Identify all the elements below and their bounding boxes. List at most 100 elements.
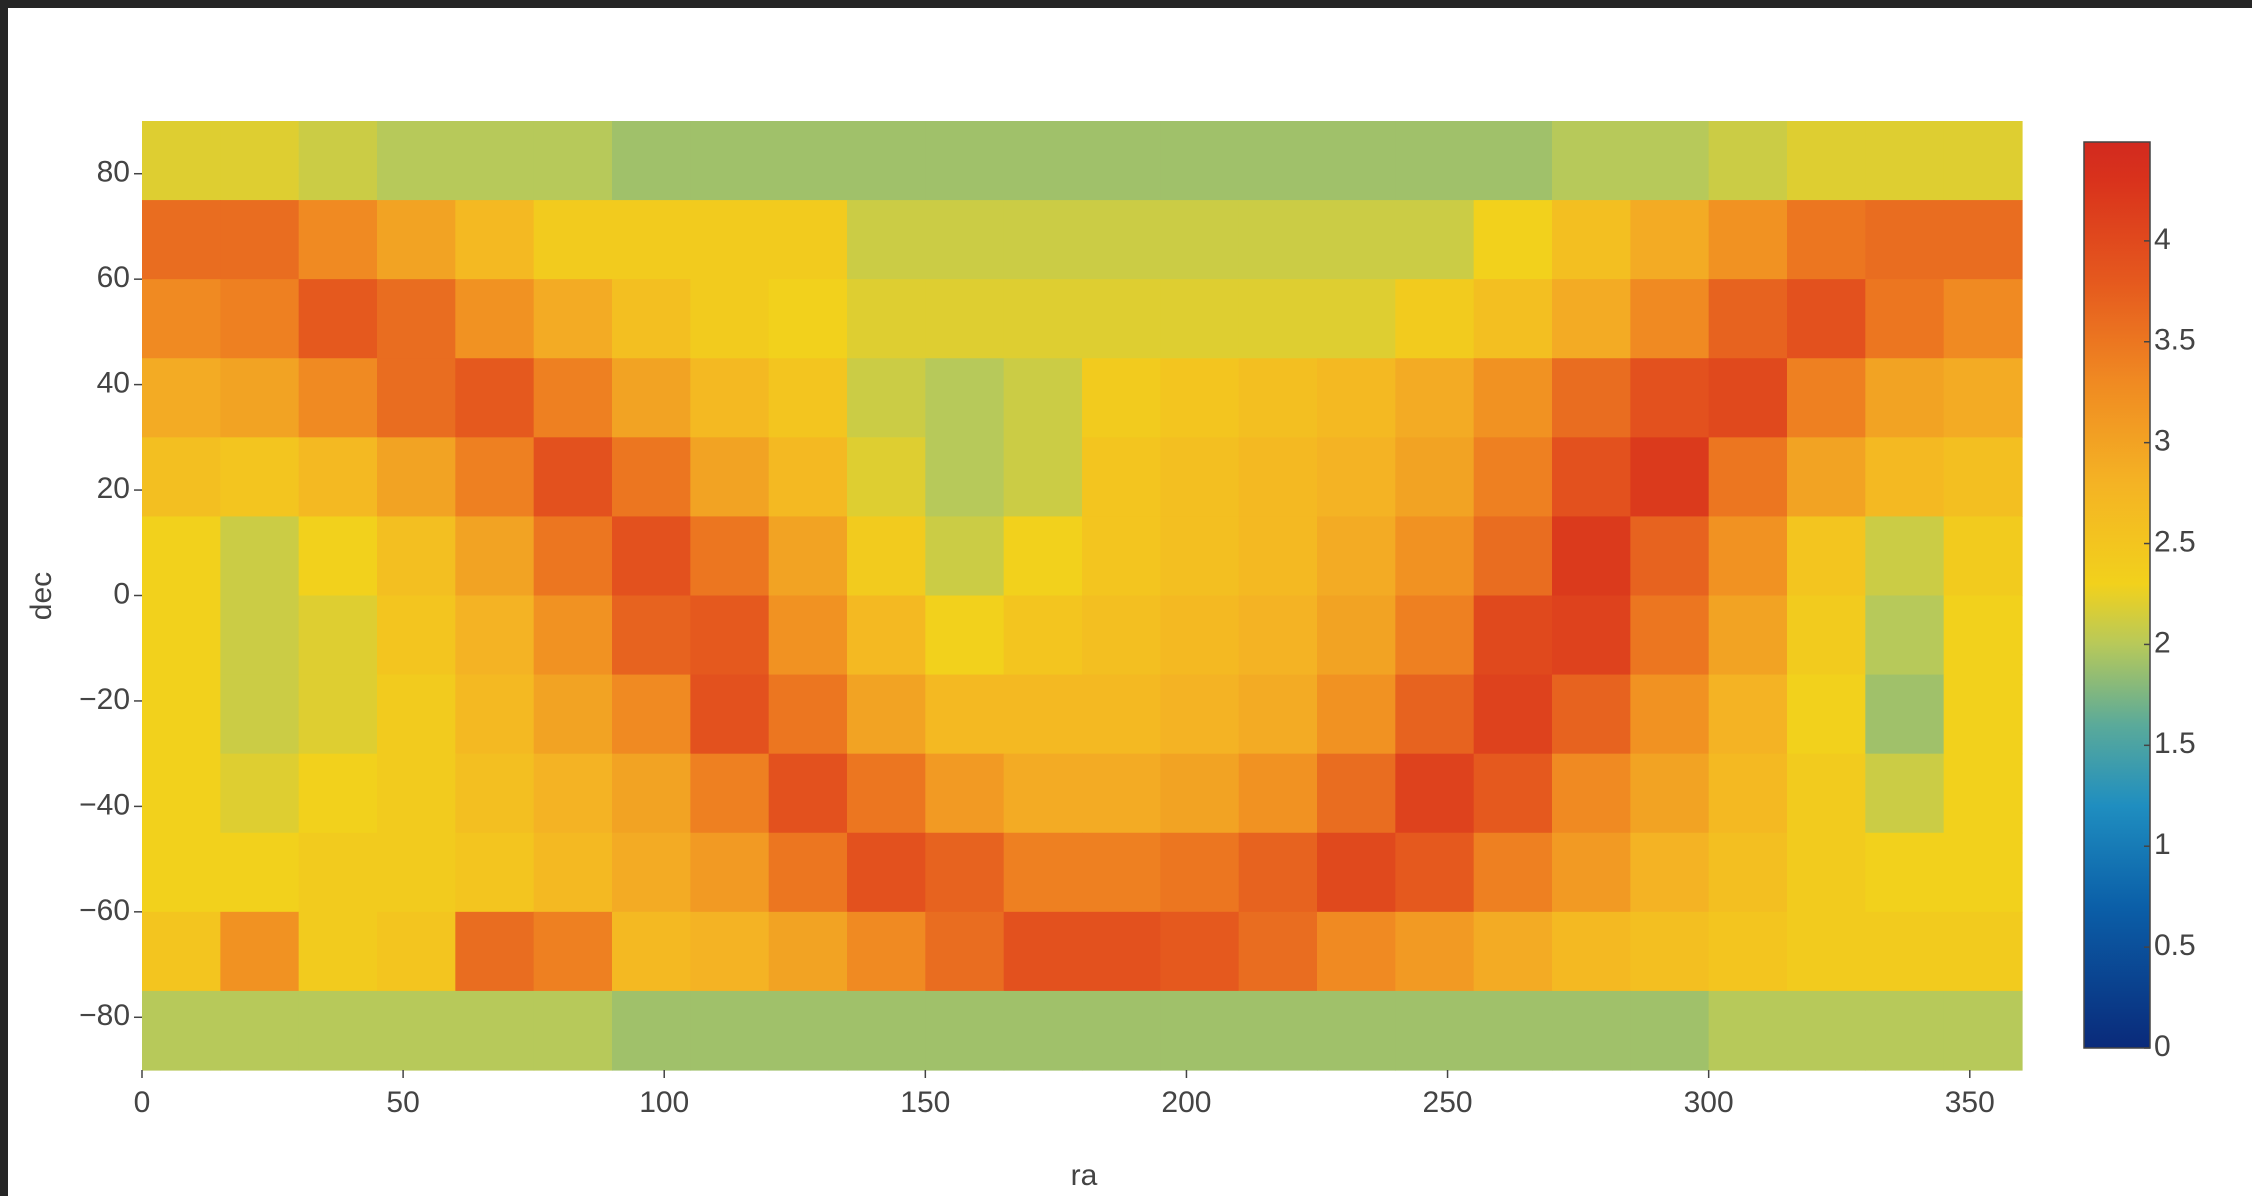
heat-cell	[847, 675, 926, 755]
heat-cell	[925, 516, 1004, 596]
heat-cell	[220, 675, 299, 755]
heat-cell	[612, 200, 691, 280]
heat-cell	[1082, 675, 1161, 755]
heat-cell	[220, 437, 299, 517]
heat-cell	[1630, 675, 1709, 755]
colorbar-tick-label: 3	[2154, 425, 2171, 458]
heat-cell	[377, 596, 456, 676]
heat-cell	[1160, 912, 1239, 992]
y-tick-label: −20	[79, 683, 130, 716]
colorbar-tick-label: 1.5	[2154, 727, 2196, 760]
heat-cell	[925, 121, 1004, 201]
heat-cell	[1082, 754, 1161, 834]
heat-cell	[534, 279, 613, 359]
heat-cell	[534, 833, 613, 913]
heat-cell	[142, 121, 221, 201]
heat-cell	[299, 516, 378, 596]
colorbar	[2084, 142, 2150, 1048]
heat-cell	[690, 121, 769, 201]
heat-cell	[1160, 754, 1239, 834]
heat-cell	[377, 754, 456, 834]
y-tick-label: −40	[79, 788, 130, 821]
heat-cell	[847, 516, 926, 596]
heat-cell	[220, 596, 299, 676]
heat-cell	[1004, 675, 1083, 755]
heat-cell	[1787, 833, 1866, 913]
heat-cell	[299, 437, 378, 517]
x-tick-label: 50	[386, 1086, 419, 1119]
heat-cell	[1865, 121, 1944, 201]
heat-cell	[1004, 121, 1083, 201]
heat-cell	[1395, 675, 1474, 755]
heat-cell	[690, 991, 769, 1071]
heat-cell	[534, 121, 613, 201]
heat-cell	[1709, 833, 1788, 913]
heat-cell	[534, 991, 613, 1071]
heat-cell	[1239, 279, 1318, 359]
heat-cell	[1630, 279, 1709, 359]
heat-cell	[1082, 912, 1161, 992]
heat-cell	[1865, 675, 1944, 755]
heat-cell	[1552, 200, 1631, 280]
heat-cell	[1082, 991, 1161, 1071]
heat-cell	[1317, 912, 1396, 992]
colorbar-tick-label: 2	[2154, 626, 2171, 659]
heat-cell	[1552, 596, 1631, 676]
heat-cell	[142, 516, 221, 596]
heat-cell	[1317, 358, 1396, 438]
heat-cell	[377, 516, 456, 596]
heat-cell	[1317, 833, 1396, 913]
heat-cell	[1944, 516, 2023, 596]
heat-cell	[1317, 121, 1396, 201]
heat-cell	[612, 991, 691, 1071]
heat-cell	[769, 991, 848, 1071]
heat-cell	[769, 200, 848, 280]
heat-cell	[455, 516, 534, 596]
heat-cell	[455, 121, 534, 201]
heat-cell	[1317, 675, 1396, 755]
heat-cell	[220, 121, 299, 201]
heat-cell	[1317, 991, 1396, 1071]
x-tick-label: 100	[639, 1086, 689, 1119]
heat-cell	[769, 912, 848, 992]
heat-cell	[220, 279, 299, 359]
heat-cell	[1630, 121, 1709, 201]
heat-cell	[142, 596, 221, 676]
heat-cell	[1160, 596, 1239, 676]
heat-cell	[1474, 991, 1553, 1071]
heat-cell	[1160, 437, 1239, 517]
heat-cell	[1239, 754, 1318, 834]
heat-cell	[1082, 279, 1161, 359]
heat-cell	[925, 596, 1004, 676]
heat-cell	[299, 200, 378, 280]
heat-cell	[612, 437, 691, 517]
colorbar-tick-label: 0.5	[2154, 929, 2196, 962]
heat-cell	[612, 121, 691, 201]
heat-cell	[1082, 358, 1161, 438]
y-tick-label: −80	[79, 999, 130, 1032]
heat-cell	[1160, 279, 1239, 359]
colorbar-tick-label: 3.5	[2154, 324, 2196, 357]
heat-cell	[299, 754, 378, 834]
heat-cell	[1552, 754, 1631, 834]
heat-cell	[377, 912, 456, 992]
heat-cell	[1474, 200, 1553, 280]
heat-cell	[1239, 675, 1318, 755]
heat-cell	[1630, 754, 1709, 834]
heat-cell	[1004, 833, 1083, 913]
heat-cell	[1552, 358, 1631, 438]
heat-cell	[1082, 437, 1161, 517]
heat-cell	[1552, 279, 1631, 359]
heat-cell	[1004, 358, 1083, 438]
heat-cell	[690, 912, 769, 992]
heat-cell	[1944, 912, 2023, 992]
heat-cell	[142, 279, 221, 359]
y-tick-label: 40	[97, 367, 130, 400]
x-tick-label: 0	[134, 1086, 151, 1119]
heat-cell	[847, 912, 926, 992]
heat-cell	[1865, 596, 1944, 676]
heat-cell	[1395, 121, 1474, 201]
heat-cell	[1787, 912, 1866, 992]
heat-cell	[1082, 121, 1161, 201]
heat-cell	[1395, 754, 1474, 834]
